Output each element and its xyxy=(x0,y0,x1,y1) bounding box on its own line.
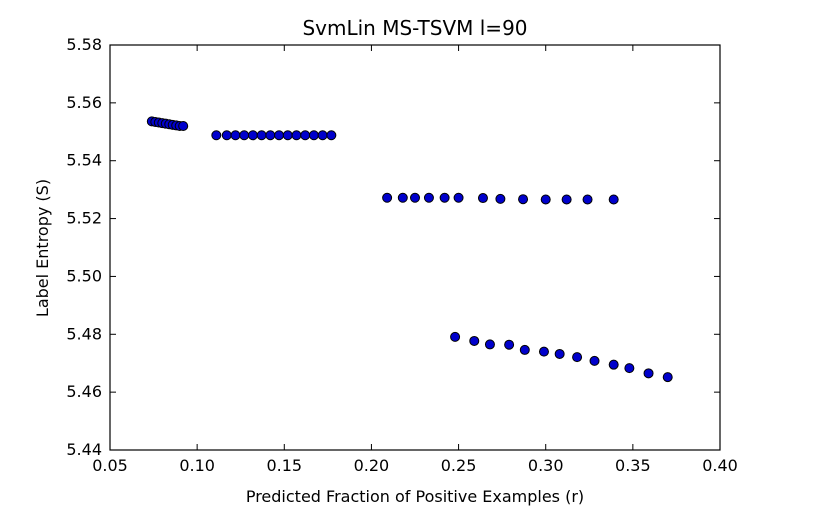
y-tick-label: 5.48 xyxy=(66,324,102,343)
scatter-point xyxy=(265,130,276,141)
scatter-point xyxy=(453,192,464,203)
y-tick-label: 5.56 xyxy=(66,93,102,112)
x-tick-label: 0.05 xyxy=(92,456,128,475)
scatter-point xyxy=(439,192,450,203)
x-axis-label: Predicted Fraction of Positive Examples … xyxy=(246,487,584,506)
scatter-point xyxy=(608,359,619,370)
scatter-point xyxy=(423,192,434,203)
y-tick-label: 5.58 xyxy=(66,35,102,54)
y-tick-label: 5.52 xyxy=(66,209,102,228)
scatter-point xyxy=(504,339,515,350)
scatter-point xyxy=(582,194,593,205)
scatter-point xyxy=(484,339,495,350)
scatter-point xyxy=(589,355,600,366)
x-tick-label: 0.40 xyxy=(702,456,738,475)
scatter-point xyxy=(397,192,408,203)
scatter-point xyxy=(495,193,506,204)
scatter-point xyxy=(469,335,480,346)
scatter-point xyxy=(519,344,530,355)
scatter-point xyxy=(326,130,337,141)
x-tick-label: 0.25 xyxy=(441,456,477,475)
scatter-point xyxy=(572,352,583,363)
y-axis: 5.44 5.46 5.48 5.50 5.52 5.54 5.56 5.58 xyxy=(66,35,720,459)
y-tick-label: 5.50 xyxy=(66,266,102,285)
scatter-point xyxy=(274,130,285,141)
scatter-point xyxy=(608,194,619,205)
scatter-point xyxy=(317,130,328,141)
scatter-point xyxy=(643,368,654,379)
y-tick-label: 5.46 xyxy=(66,382,102,401)
scatter-point xyxy=(300,130,311,141)
scatter-point xyxy=(624,363,635,374)
chart-title: SvmLin MS-TSVM l=90 xyxy=(302,16,527,40)
scatter-point xyxy=(308,130,319,141)
scatter-point xyxy=(230,130,241,141)
scatter-point xyxy=(282,130,293,141)
scatter-point xyxy=(538,346,549,357)
scatter-point xyxy=(410,192,420,203)
scatter-point xyxy=(477,193,488,204)
scatter-point xyxy=(540,194,551,205)
scatter-point xyxy=(291,130,302,141)
scatter-point xyxy=(211,130,222,141)
plot-frame xyxy=(109,44,721,451)
scatter-point xyxy=(518,194,529,205)
scatter-point xyxy=(450,331,461,342)
scatter-point xyxy=(256,130,267,141)
x-tick-label: 0.15 xyxy=(266,456,302,475)
scatter-point xyxy=(554,348,565,359)
y-axis-label: Label Entropy (S) xyxy=(33,179,52,317)
x-tick-label: 0.20 xyxy=(354,456,390,475)
scatter-point xyxy=(178,121,189,131)
scatter-point xyxy=(247,130,258,141)
scatter-point xyxy=(221,130,232,141)
scatter-point xyxy=(239,130,250,141)
scatter-point xyxy=(662,372,673,383)
x-tick-label: 0.10 xyxy=(179,456,215,475)
scatter-point xyxy=(382,192,393,203)
y-tick-label: 5.44 xyxy=(66,440,102,459)
x-tick-label: 0.30 xyxy=(528,456,564,475)
scatter-points xyxy=(146,116,673,383)
scatter-point xyxy=(561,194,572,205)
y-tick-label: 5.54 xyxy=(66,151,102,170)
x-tick-label: 0.35 xyxy=(615,456,651,475)
x-axis: 0.05 0.10 0.15 0.20 0.25 0.30 0.35 0.40 xyxy=(92,45,738,475)
